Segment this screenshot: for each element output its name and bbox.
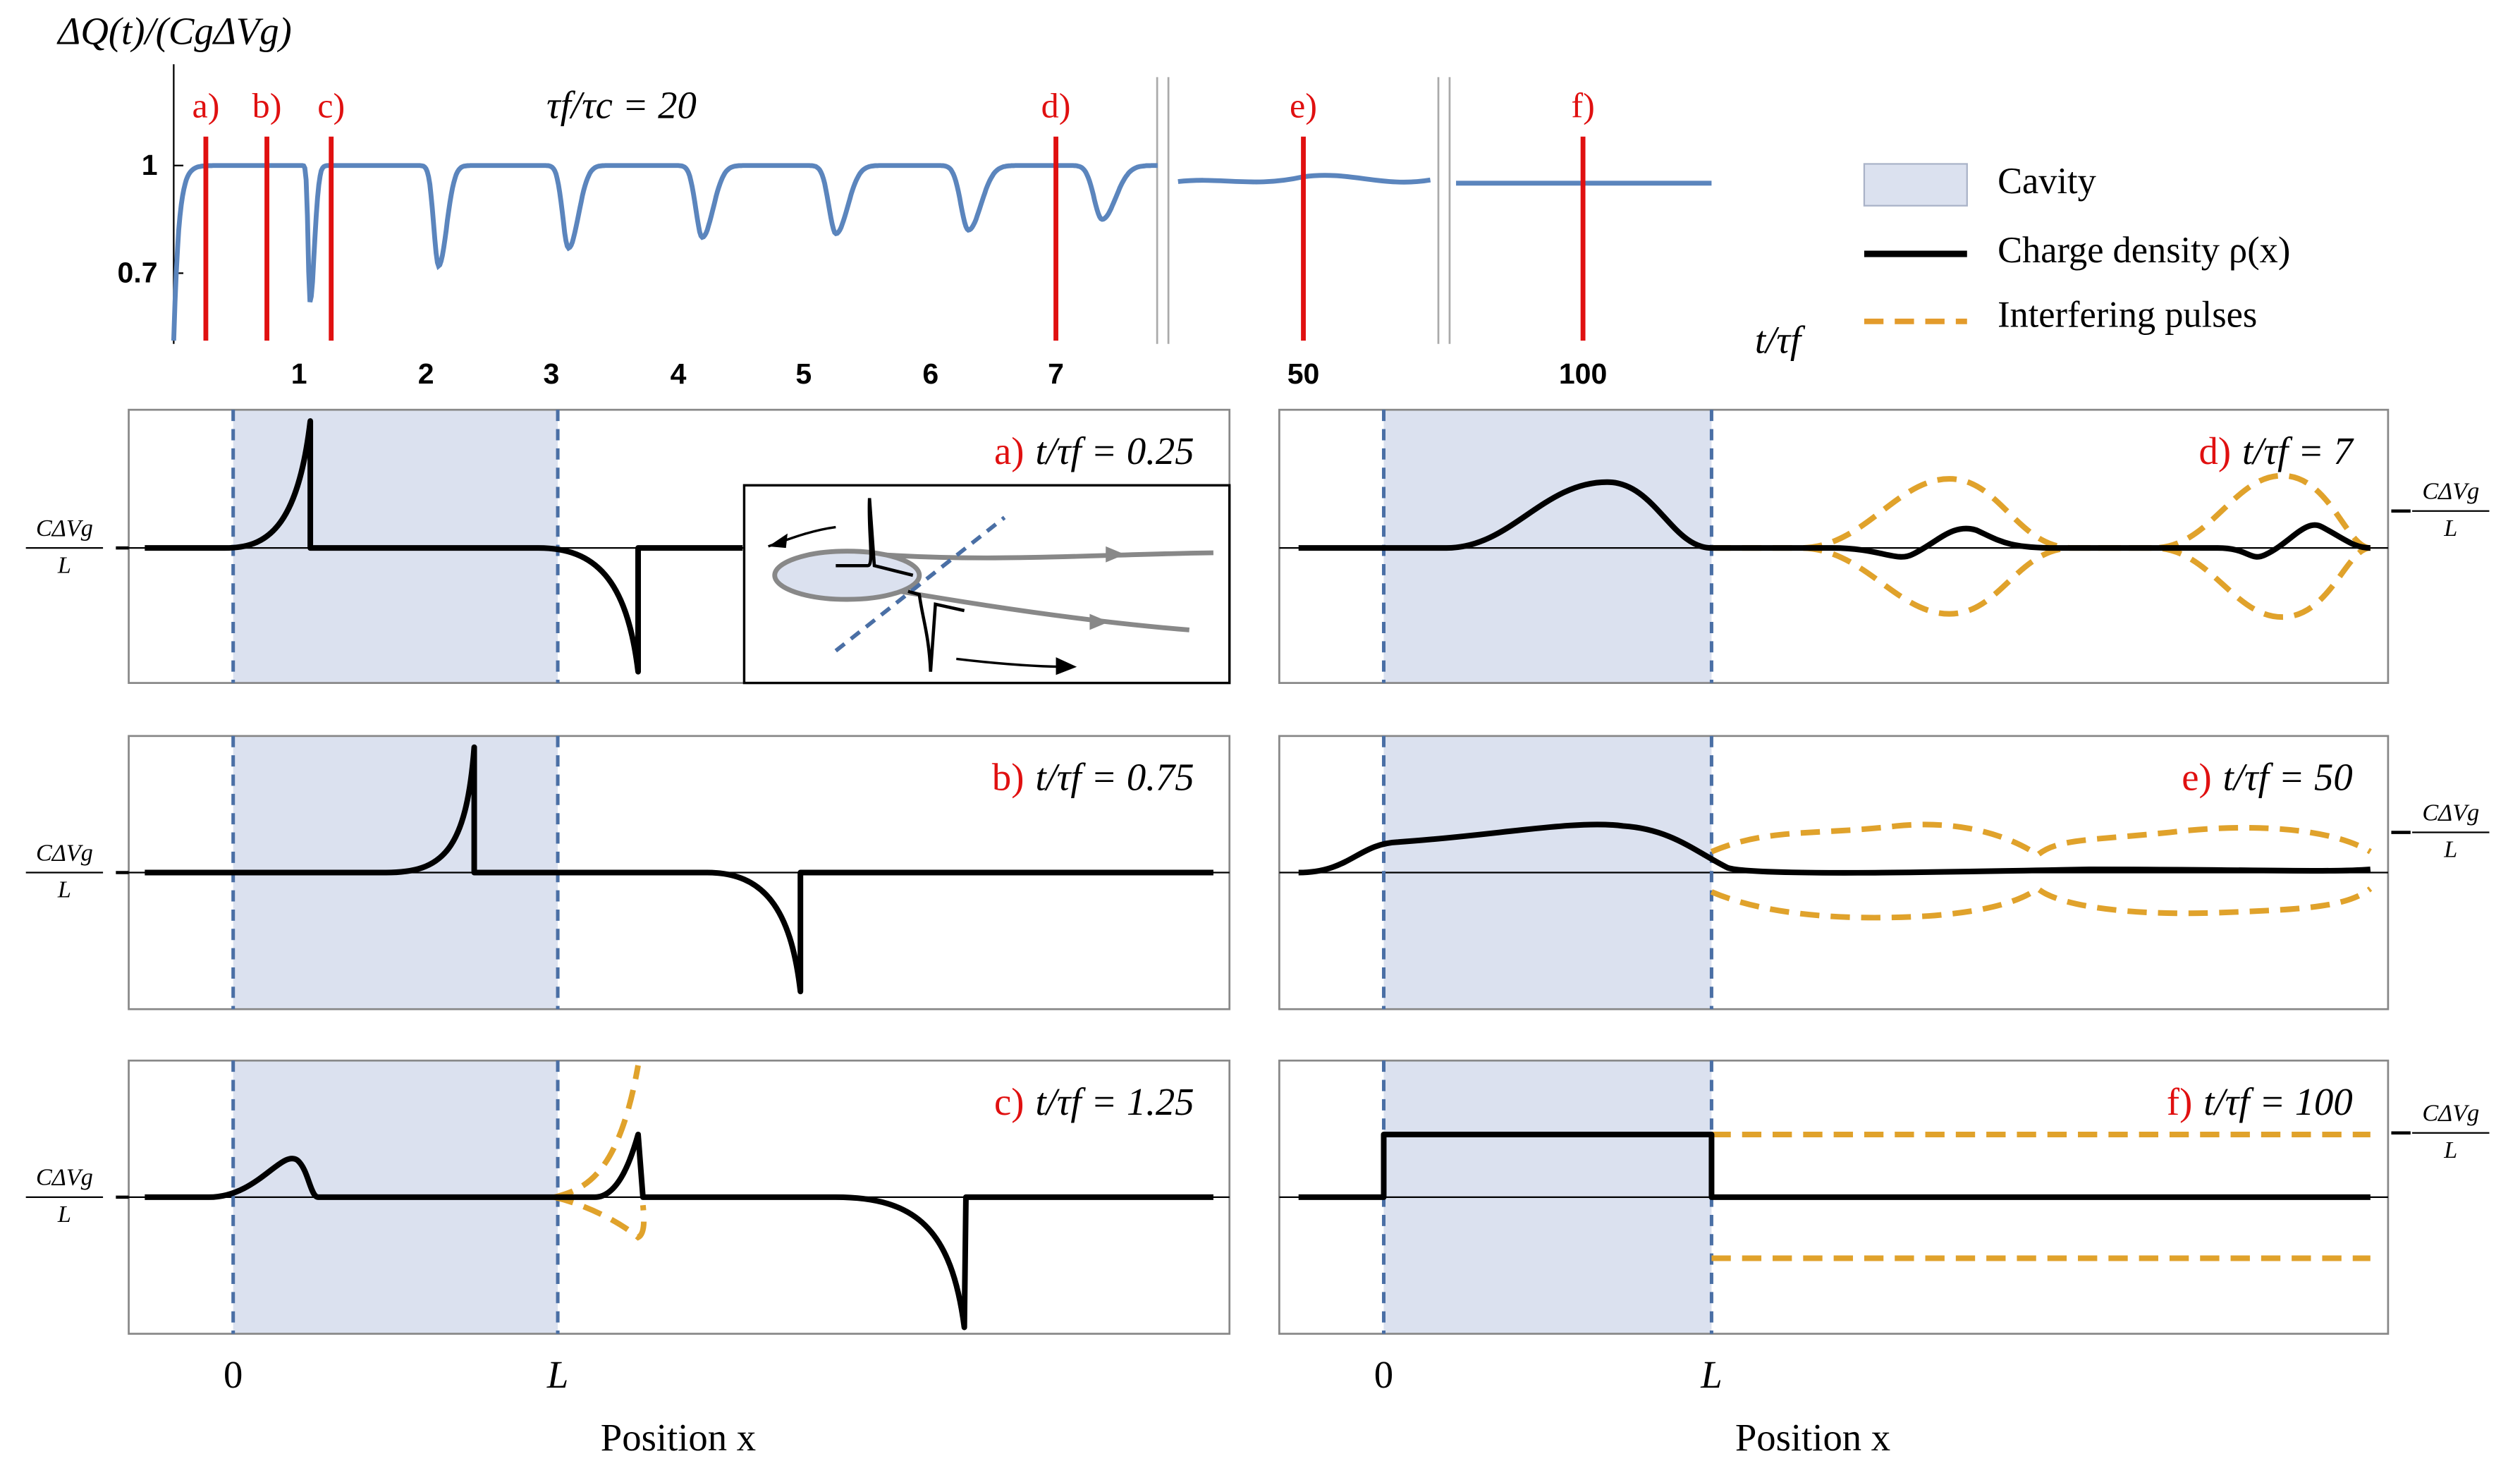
marker-label: b) [252, 85, 282, 125]
panel-title: f) t/τf = 100 [2167, 1080, 2353, 1123]
panel-title: d) t/τf = 7 [2198, 429, 2354, 472]
side-denominator: L [57, 552, 71, 578]
panel-time: t/τf = 0.25 [1035, 429, 1194, 472]
x-end: L [546, 1353, 568, 1396]
side-numerator: CΔVg [2422, 1101, 2479, 1127]
marker-label: f) [1571, 85, 1594, 125]
panels: a) t/τf = 0.25 CΔVg Lb) t/τf = 0.75 CΔVg Lc) t/… [25, 408, 2490, 1335]
panel-label: f) [2167, 1080, 2192, 1123]
legend-label: Charge density ρ(x) [1998, 230, 2290, 271]
panel-label: b) [992, 755, 1024, 798]
side-denominator: L [2443, 1137, 2457, 1163]
legend-label: Cavity [1998, 161, 2096, 202]
panel-label: e) [2182, 755, 2211, 798]
panel-label: a) [994, 429, 1024, 472]
side-numerator: CΔVg [36, 840, 93, 866]
marker-label: e) [1290, 85, 1317, 125]
panel-time: t/τf = 50 [2223, 755, 2353, 798]
side-denominator: L [57, 877, 71, 903]
top-xlabel: t/τf [1755, 318, 1806, 361]
inset [742, 484, 1231, 685]
panel-label: c) [994, 1080, 1024, 1123]
panel-time: t/τf = 100 [2203, 1080, 2352, 1123]
panel-title: e) t/τf = 50 [2182, 755, 2353, 798]
marker-label: d) [1041, 85, 1071, 125]
x-tick-label: 7 [1048, 357, 1064, 390]
side-numerator: CΔVg [2422, 800, 2479, 826]
x-tick-label: 100 [1559, 357, 1607, 390]
charge-density [1298, 821, 2371, 876]
side-denominator: L [2443, 515, 2457, 542]
charge-density [1298, 1132, 2371, 1200]
x-tick-label: 50 [1287, 357, 1320, 390]
side-denominator: L [2443, 837, 2457, 863]
panel-time: t/τf = 7 [2242, 429, 2354, 472]
x-tick-label: 5 [795, 357, 812, 390]
interfering-pulses [1710, 821, 2373, 921]
top-ylabel: ΔQ(t)/(CgΔVg) [56, 10, 291, 53]
x-tick-label: 4 [671, 357, 687, 390]
top-annotation: τf/τc = 20 [546, 84, 697, 127]
y-tick-label: 0.7 [118, 257, 158, 289]
panel-title: c) t/τf = 1.25 [994, 1080, 1194, 1123]
panel-title: a) t/τf = 0.25 [994, 429, 1194, 472]
x-tick-label: 3 [544, 357, 560, 390]
x-tick-label: 6 [922, 357, 938, 390]
y-tick-label: 1 [142, 149, 158, 181]
charge-density [145, 744, 1213, 995]
charge-density [145, 418, 743, 675]
side-numerator: CΔVg [36, 1165, 93, 1191]
marker-label: c) [317, 85, 345, 125]
marker-label: a) [192, 85, 219, 125]
markers: a) b) c) d) e) f) [192, 85, 1595, 341]
panel-time: t/τf = 0.75 [1035, 755, 1194, 798]
legend-swatch [1863, 163, 1968, 207]
x-label: Position x [1735, 1416, 1890, 1459]
x-zero: 0 [1374, 1353, 1393, 1396]
interfering-pulses [553, 1065, 647, 1241]
panel-frame [1278, 408, 2390, 684]
x-label: Position x [601, 1416, 756, 1459]
charge-density [145, 1132, 1213, 1331]
charge-density [1298, 479, 2371, 560]
interfering-pulses [1711, 1132, 2371, 1261]
side-numerator: CΔVg [2422, 479, 2479, 505]
panel-title: b) t/τf = 0.75 [992, 755, 1194, 798]
panel-time: t/τf = 1.25 [1035, 1080, 1194, 1123]
charge-curve [171, 163, 1158, 341]
x-end: L [1700, 1353, 1722, 1396]
x-tick-label: 2 [418, 357, 434, 390]
x-ticks: 1 2 3 4 5 6 7 50 100 [291, 357, 1608, 390]
panel-label: d) [2198, 429, 2231, 472]
legend-label: Interfering pulses [1998, 294, 2257, 335]
axis-breaks [1156, 77, 1451, 344]
x-tick-label: 1 [291, 357, 307, 390]
x-zero: 0 [224, 1353, 243, 1396]
side-denominator: L [57, 1201, 71, 1228]
side-numerator: CΔVg [36, 515, 93, 542]
